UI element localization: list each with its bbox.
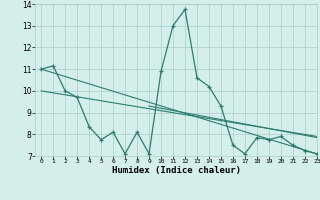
- X-axis label: Humidex (Indice chaleur): Humidex (Indice chaleur): [111, 166, 241, 175]
